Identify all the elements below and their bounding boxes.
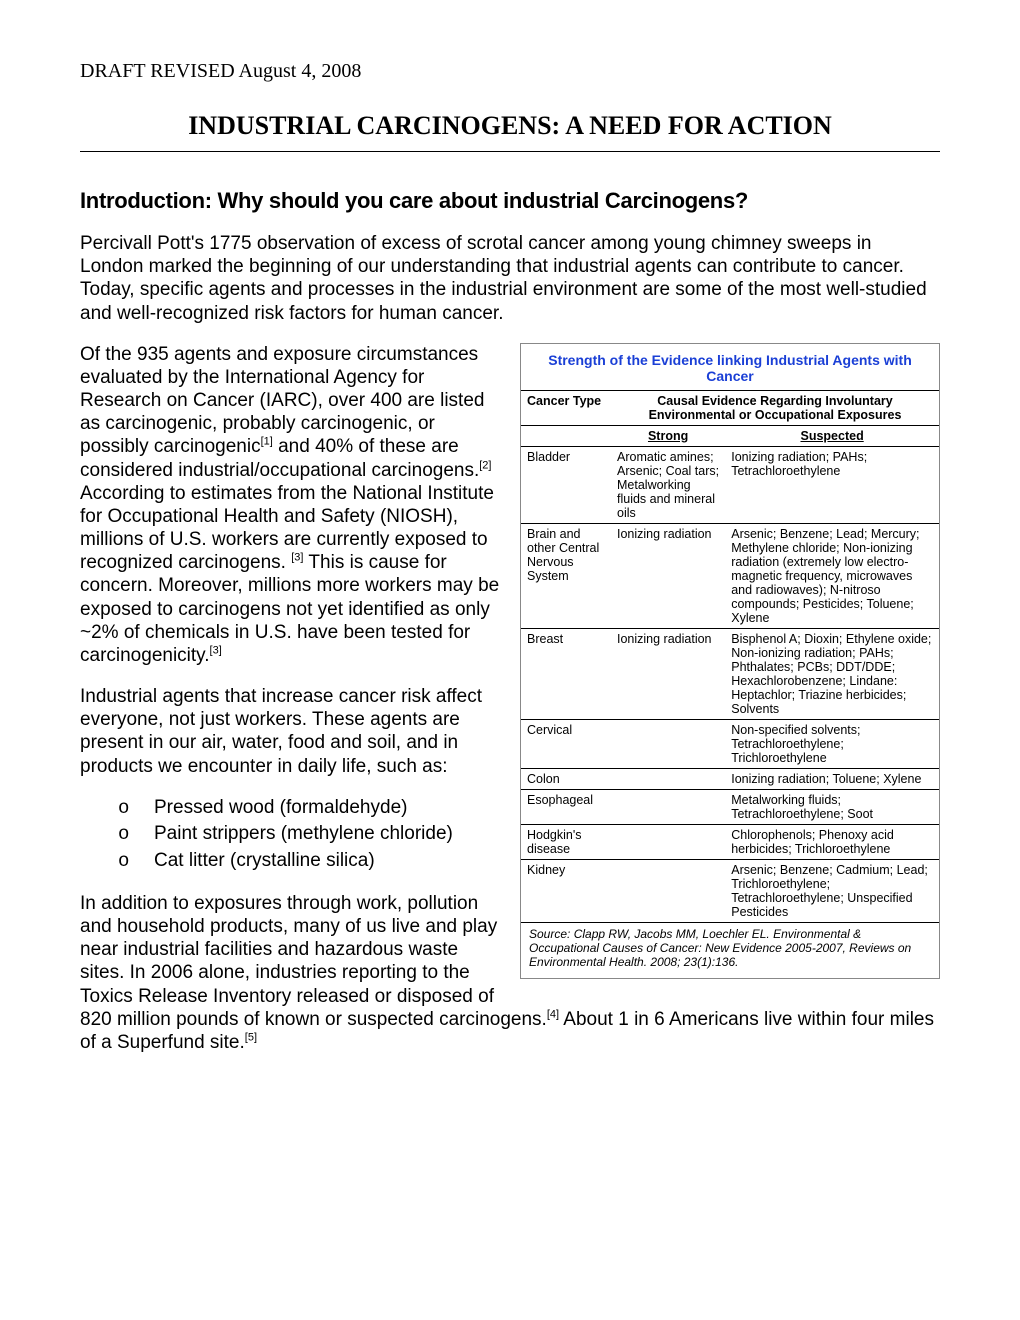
evidence-sidebar: Strength of the Evidence linking Industr… [520,343,940,979]
cell-suspected: Arsenic; Benzene; Cadmium; Lead; Trichlo… [725,859,939,922]
cell-suspected: Arsenic; Benzene; Lead; Mercury; Methyle… [725,523,939,628]
col-header-strong: Strong [611,425,725,446]
cell-suspected: Non-specified solvents; Tetrachloroethyl… [725,719,939,768]
document-page: DRAFT REVISED August 4, 2008 INDUSTRIAL … [0,0,1020,1320]
table-row: Bladder Aromatic amines; Arsenic; Coal t… [521,446,939,523]
cell-strong [611,789,725,824]
cell-strong: Ionizing radiation [611,628,725,719]
table-row: Kidney Arsenic; Benzene; Cadmium; Lead; … [521,859,939,922]
cell-cancer-type: Breast [521,628,611,719]
cell-strong: Aromatic amines; Arsenic; Coal tars; Met… [611,446,725,523]
reference-marker: [5] [245,1032,257,1044]
cell-strong [611,719,725,768]
cell-cancer-type: Bladder [521,446,611,523]
reference-marker: [3] [210,645,222,657]
reference-marker: [3] [291,552,303,564]
cell-suspected: Bisphenol A; Dioxin; Ethylene oxide; Non… [725,628,939,719]
title-divider [80,151,940,152]
page-title: INDUSTRIAL CARCINOGENS: A NEED FOR ACTIO… [80,111,940,141]
col-header-causal-evidence: Causal Evidence Regarding Involuntary En… [611,390,939,425]
table-row: Hodgkin's disease Chlorophenols; Phenoxy… [521,824,939,859]
reference-marker: [4] [547,1008,559,1020]
cell-strong [611,824,725,859]
cell-cancer-type: Hodgkin's disease [521,824,611,859]
cell-cancer-type: Cervical [521,719,611,768]
cell-cancer-type: Esophageal [521,789,611,824]
col-spacer [521,425,611,446]
cell-cancer-type: Kidney [521,859,611,922]
cell-cancer-type: Colon [521,768,611,789]
table-row: Breast Ionizing radiation Bisphenol A; D… [521,628,939,719]
evidence-table: Cancer Type Causal Evidence Regarding In… [521,390,939,922]
two-column-region: Strength of the Evidence linking Industr… [80,343,940,1054]
table-row: Cervical Non-specified solvents; Tetrach… [521,719,939,768]
intro-paragraph: Percivall Pott's 1775 observation of exc… [80,232,940,325]
cell-suspected: Ionizing radiation; Toluene; Xylene [725,768,939,789]
table-row: Brain and other Central Nervous System I… [521,523,939,628]
cell-cancer-type: Brain and other Central Nervous System [521,523,611,628]
cell-suspected: Ionizing radiation; PAHs; Tetrachloroeth… [725,446,939,523]
table-row: Colon Ionizing radiation; Toluene; Xylen… [521,768,939,789]
section-heading-introduction: Introduction: Why should you care about … [80,188,940,214]
sidebar-title: Strength of the Evidence linking Industr… [521,344,939,390]
sidebar-source-citation: Source: Clapp RW, Jacobs MM, Loechler EL… [521,922,939,978]
col-header-suspected: Suspected [725,425,939,446]
cell-strong: Ionizing radiation [611,523,725,628]
cell-suspected: Metalworking fluids; Tetrachloroethylene… [725,789,939,824]
reference-marker: [2] [479,459,491,471]
col-header-cancer-type: Cancer Type [521,390,611,425]
table-row: Esophageal Metalworking fluids; Tetrachl… [521,789,939,824]
text-segment: In addition to exposures through work, p… [80,893,547,1030]
reference-marker: [1] [261,436,273,448]
cell-suspected: Chlorophenols; Phenoxy acid herbicides; … [725,824,939,859]
cell-strong [611,768,725,789]
draft-revision-line: DRAFT REVISED August 4, 2008 [80,60,940,83]
cell-strong [611,859,725,922]
